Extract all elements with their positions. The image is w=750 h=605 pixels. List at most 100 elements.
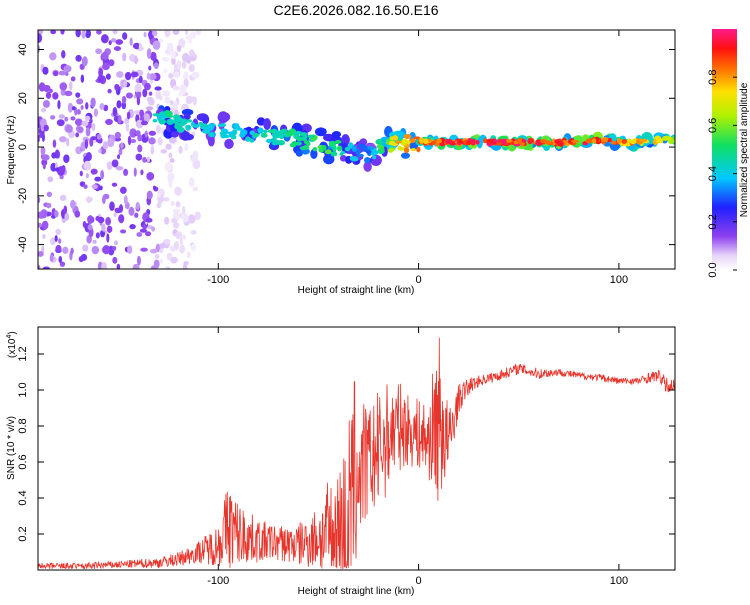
noise-blob: [136, 232, 143, 237]
noise-blob: [149, 248, 158, 254]
noise-blob: [95, 232, 100, 239]
noise-blob: [105, 118, 113, 125]
noise-blob: [122, 52, 127, 62]
ridge-core: [504, 139, 513, 143]
noise-blob: [38, 44, 41, 54]
ridge-core: [616, 138, 622, 144]
noise-blob: [58, 70, 66, 76]
ridge-halo: [207, 134, 215, 147]
noise-blob: [135, 153, 143, 161]
ridge-core: [457, 138, 463, 144]
noise-blob: [106, 225, 113, 233]
ridge-halo: [301, 123, 312, 133]
ridge-core: [267, 129, 274, 133]
noise-blob: [179, 244, 186, 254]
ridge-halo: [201, 114, 210, 125]
noise-blob: [179, 84, 187, 95]
ridge-core: [387, 148, 394, 153]
noise-blob: [186, 251, 191, 258]
ridge-core: [376, 144, 384, 149]
ridge-core: [231, 130, 236, 137]
noise-blob: [92, 239, 97, 244]
ridge-core: [607, 137, 613, 143]
noise-blob: [165, 143, 172, 150]
noise-blob: [75, 132, 80, 138]
ridge-core: [489, 141, 497, 145]
noise-blob: [62, 246, 69, 255]
noise-blob: [146, 156, 150, 163]
ridge-core: [517, 137, 523, 145]
noise-blob: [38, 264, 41, 269]
noise-blob: [52, 92, 59, 100]
ridge-core: [332, 145, 337, 152]
noise-blob: [162, 90, 171, 97]
noise-blob: [42, 99, 50, 108]
ridge-core: [252, 132, 260, 138]
ridge-core: [174, 123, 181, 130]
noise-blob: [195, 30, 201, 36]
noise-blob: [70, 247, 74, 255]
ridge-core: [270, 138, 279, 143]
y-tick-label: 0.2: [17, 526, 29, 541]
noise-blob: [123, 80, 128, 88]
ridge-core: [158, 118, 167, 125]
snr-marks: [38, 337, 675, 570]
noise-blob: [163, 197, 170, 202]
noise-blob: [171, 218, 178, 224]
ridge-core: [388, 140, 396, 146]
ridge-core: [302, 145, 310, 150]
noise-blob: [67, 102, 74, 113]
noise-blob: [115, 39, 124, 45]
noise-blob: [111, 182, 118, 187]
noise-blob: [74, 210, 81, 218]
noise-blob: [75, 92, 81, 98]
noise-blob: [49, 52, 57, 61]
noise-blob: [53, 70, 59, 77]
spectrogram-frame: [37, 29, 676, 270]
noise-blob: [100, 169, 105, 180]
ridge-core: [271, 141, 279, 146]
noise-blob: [129, 37, 133, 46]
ridge-core: [350, 156, 359, 162]
noise-blob: [40, 146, 46, 156]
noise-blob: [120, 229, 127, 234]
noise-blob: [108, 40, 112, 46]
noise-blob: [127, 245, 133, 254]
noise-blob: [75, 30, 81, 38]
noise-blob: [95, 48, 102, 55]
noise-blob: [144, 82, 151, 91]
noise-blob: [90, 168, 98, 175]
noise-blob: [58, 114, 66, 119]
colorbar-ticks: 0.0 0.2 0.4 0.6 0.8: [707, 70, 737, 278]
noise-blob: [64, 90, 73, 97]
ridge-core: [159, 111, 167, 116]
noise-blob: [188, 56, 196, 62]
x-tick-label: 100: [610, 575, 628, 587]
noise-blob: [170, 256, 178, 264]
ridge-core: [629, 138, 637, 145]
noise-blob: [164, 96, 171, 104]
noise-blob: [66, 138, 70, 147]
noise-blob: [146, 96, 154, 103]
noise-blob: [101, 261, 107, 269]
noise-blob: [111, 159, 119, 168]
noise-blob: [148, 130, 157, 136]
ridge-core: [610, 140, 617, 145]
noise-blob: [148, 91, 153, 96]
ridge-core: [419, 137, 424, 144]
ridge-core: [198, 121, 203, 126]
noise-blob: [85, 196, 93, 203]
noise-blob: [90, 97, 96, 108]
ridge-halo: [314, 127, 327, 137]
ridge-core: [285, 131, 294, 137]
noise-blob: [54, 235, 58, 242]
noise-blob: [146, 171, 155, 181]
ridge-core: [661, 135, 670, 141]
colorbar-tick-label: 0.2: [707, 214, 719, 229]
noise-blob: [182, 215, 189, 223]
noise-blob: [130, 139, 137, 144]
noise-blob: [106, 233, 110, 243]
noise-blob: [83, 184, 88, 189]
noise-blob: [129, 224, 136, 230]
x-tick-label: 0: [416, 575, 422, 587]
